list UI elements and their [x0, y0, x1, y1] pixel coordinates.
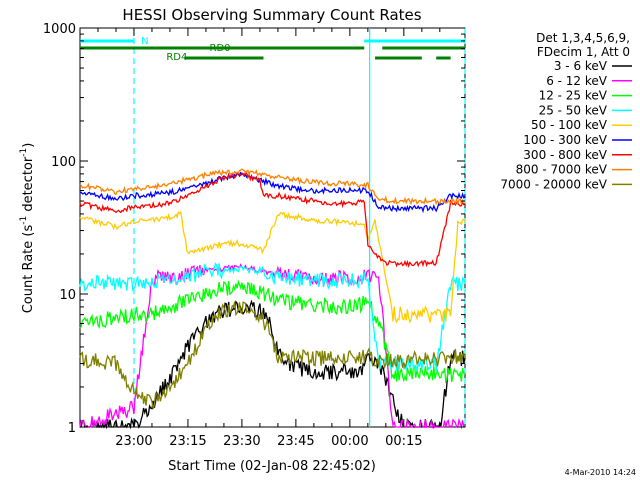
- legend-label: 6 - 12 keV: [546, 74, 608, 88]
- footer-date: 4-Mar-2010 14:24: [565, 468, 636, 477]
- y-axis-label-main: Count Rate (s: [21, 225, 36, 314]
- y-axis-label-end: ): [21, 143, 36, 148]
- annotation-n: N: [141, 36, 148, 47]
- y-tick-label: 100: [51, 155, 76, 170]
- series-line-50to100keV: [79, 210, 466, 324]
- x-tick-label: 23:15: [169, 434, 206, 449]
- plot-frame: [79, 27, 466, 428]
- chart-title: HESSI Observing Summary Count Rates: [122, 6, 421, 24]
- x-tick-label: 23:00: [115, 434, 152, 449]
- x-tick-label: 00:00: [331, 434, 368, 449]
- y-axis-label-sup1: -1: [19, 216, 29, 225]
- annotation-rd4: RD4: [166, 52, 187, 63]
- legend-label: 800 - 7000 keV: [516, 163, 608, 177]
- y-axis-label-sup2: -1: [19, 148, 29, 157]
- series-layer: [79, 168, 466, 430]
- flag-bars: [80, 39, 465, 60]
- legend-label: 3 - 6 keV: [554, 59, 608, 73]
- annotations: N RD0 RD4: [141, 36, 230, 63]
- y-axis-label: Count Rate (s-1 detector-1): [19, 143, 36, 314]
- series-line-7000to20000keV: [79, 301, 466, 409]
- y-tick-label: 10: [59, 288, 76, 303]
- x-axis-label: Start Time (02-Jan-08 22:45:02): [168, 459, 376, 474]
- legend-header-line-1: Det 1,3,4,5,6,9,: [536, 31, 630, 45]
- y-axis-label-mid: detector: [21, 156, 36, 216]
- y-axis-ticks: 1 10 100 1000: [43, 22, 465, 436]
- x-tick-label: 00:15: [385, 434, 422, 449]
- legend-header-line-2: FDecim 1, Att 0: [537, 45, 630, 59]
- legend-label: 100 - 300 keV: [523, 133, 607, 147]
- legend-label: 50 - 100 keV: [531, 118, 608, 132]
- legend-label: 25 - 50 keV: [539, 103, 608, 117]
- annotation-rd0: RD0: [210, 43, 231, 54]
- legend-label: 12 - 25 keV: [539, 89, 608, 103]
- y-tick-label: 1000: [43, 22, 76, 37]
- series-line-6to12keV: [79, 263, 465, 430]
- legend-label: 7000 - 20000 keV: [500, 177, 607, 191]
- series-line-300to800keV: [79, 171, 466, 268]
- x-axis-ticks: 23:00 23:15 23:30 23:45 00:00 00:15: [97, 28, 441, 449]
- legend: Det 1,3,4,5,6,9, FDecim 1, Att 0 3 - 6 k…: [500, 31, 632, 191]
- x-tick-label: 23:30: [223, 434, 260, 449]
- series-line-800to7000keV: [79, 168, 466, 206]
- legend-label: 300 - 800 keV: [523, 148, 607, 162]
- y-tick-label: 1: [68, 421, 76, 436]
- series-line-100to300keV: [79, 171, 466, 214]
- x-tick-label: 23:45: [277, 434, 314, 449]
- series-line-12to25keV: [79, 279, 466, 384]
- series-line-3to6keV: [80, 299, 466, 430]
